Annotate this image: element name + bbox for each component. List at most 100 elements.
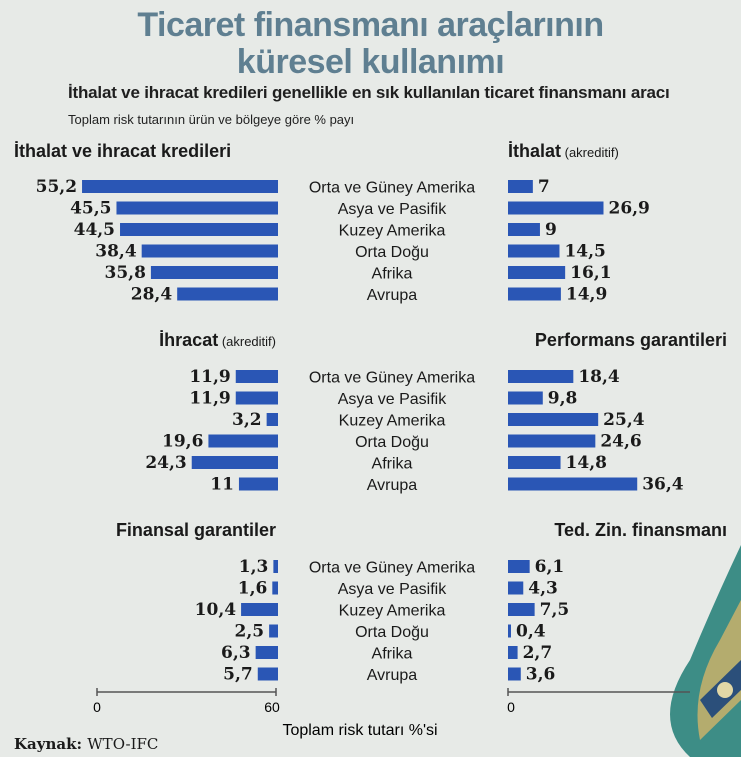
panel-1-bar bbox=[120, 223, 279, 236]
panel-3-value-label: 3,2 bbox=[232, 410, 262, 430]
panel-2-title: İthalat (akreditif) bbox=[508, 141, 619, 161]
panel-6-value-label: 4,3 bbox=[528, 579, 558, 599]
panel-3-bar bbox=[235, 391, 278, 405]
chart-title-line1: Ticaret finansmanı araçlarının bbox=[137, 6, 604, 44]
panel-5-value-label: 1,6 bbox=[238, 579, 268, 599]
axis-label: Toplam risk tutarı %'si bbox=[282, 722, 437, 739]
category-label: Kuzey Amerika bbox=[339, 603, 446, 620]
panel-6-value-label: 3,6 bbox=[526, 665, 556, 685]
panel-1-bar bbox=[177, 287, 278, 301]
panel-3-bar bbox=[238, 477, 278, 491]
source-line: Kaynak: WTO-IFC bbox=[14, 735, 158, 753]
panel-1-title: İthalat ve ihracat kredileri bbox=[14, 141, 231, 161]
category-label: Avrupa bbox=[367, 477, 418, 494]
category-label: Asya ve Pasifik bbox=[338, 201, 447, 218]
panel-6-bar bbox=[508, 603, 535, 616]
panel-1-value-label: 55,2 bbox=[36, 177, 77, 197]
chart-subtitle: İthalat ve ihracat kredileri genellikle … bbox=[68, 83, 670, 102]
category-label: Kuzey Amerika bbox=[339, 223, 446, 240]
panel-5-bar bbox=[272, 581, 278, 595]
axis-tick-left-zero: 0 bbox=[93, 699, 101, 715]
panel-4-bar bbox=[508, 413, 599, 426]
panel-4-value-label: 14,8 bbox=[566, 453, 607, 473]
panel-1-bar bbox=[116, 201, 278, 215]
panel-5-value-label: 6,3 bbox=[221, 643, 251, 663]
panel-6-bar bbox=[508, 624, 511, 638]
category-label: Orta Doğu bbox=[355, 244, 429, 261]
panel-1-bar bbox=[141, 244, 278, 258]
category-label: Avrupa bbox=[367, 667, 418, 684]
panel-5-title: Finansal garantiler bbox=[116, 520, 276, 540]
panel-3-bar bbox=[191, 456, 278, 469]
panel-4-bar bbox=[508, 391, 543, 405]
category-label: Orta ve Güney Amerika bbox=[309, 180, 475, 197]
panel-3-bar bbox=[235, 370, 278, 383]
panel-2-value-label: 14,9 bbox=[566, 285, 607, 305]
chart-note: Toplam risk tutarının ürün ve bölgeye gö… bbox=[68, 112, 355, 127]
panel-6-value-label: 0,4 bbox=[516, 622, 546, 642]
panel-4-bar bbox=[508, 477, 638, 491]
axis-tick-right-zero: 0 bbox=[507, 699, 515, 715]
panel-5-value-label: 5,7 bbox=[223, 665, 253, 685]
panel-1-bar bbox=[82, 180, 278, 193]
panel-3-bar bbox=[266, 413, 278, 426]
category-label: Afrika bbox=[372, 646, 413, 663]
panel-2-bar bbox=[508, 244, 560, 258]
panel-2-bar bbox=[508, 266, 566, 279]
panel-2-bar bbox=[508, 287, 561, 301]
category-label: Orta Doğu bbox=[355, 434, 429, 451]
category-label: Asya ve Pasifik bbox=[338, 581, 447, 598]
panel-3-value-label: 11,9 bbox=[189, 389, 230, 409]
panel-5-bar bbox=[273, 560, 278, 573]
category-label: Afrika bbox=[372, 456, 413, 473]
category-label: Orta Doğu bbox=[355, 624, 429, 641]
panel-3-value-label: 11 bbox=[210, 475, 234, 495]
source-value: WTO-IFC bbox=[87, 735, 159, 753]
panel-5-bar bbox=[269, 624, 278, 638]
category-label: Asya ve Pasifik bbox=[338, 391, 447, 408]
panel-6-value-label: 6,1 bbox=[535, 557, 565, 577]
panel-4-value-label: 36,4 bbox=[642, 475, 684, 495]
panel-3-bar bbox=[208, 434, 278, 448]
panel-6-bar bbox=[508, 646, 518, 659]
panel-6-bar bbox=[508, 581, 524, 595]
panel-3-title: İhracat (akreditif) bbox=[159, 330, 276, 350]
panel-4-bar bbox=[508, 434, 596, 448]
panel-2-bar bbox=[508, 201, 604, 215]
panel-5-bar bbox=[257, 667, 278, 681]
panel-4-value-label: 9,8 bbox=[548, 389, 578, 409]
source-label: Kaynak: bbox=[14, 735, 83, 753]
panel-3-value-label: 19,6 bbox=[162, 432, 203, 452]
axis-baselines bbox=[96, 688, 690, 696]
panel-6-value-label: 7,5 bbox=[540, 600, 570, 620]
axis-tick-left-sixty: 60 bbox=[264, 699, 280, 715]
panel-1-value-label: 45,5 bbox=[70, 199, 111, 219]
panel-2-value-label: 7 bbox=[538, 177, 550, 197]
panel-4-bar bbox=[508, 456, 561, 469]
panel-2-value-label: 26,9 bbox=[608, 199, 649, 219]
panel-6-bar bbox=[508, 560, 530, 573]
panel-3-title-suffix: (akreditif) bbox=[218, 334, 276, 349]
panel-6-title: Ted. Zin. finansmanı bbox=[554, 520, 727, 540]
panel-1-bar bbox=[150, 266, 278, 279]
category-label: Orta ve Güney Amerika bbox=[309, 560, 475, 577]
category-label: Afrika bbox=[372, 266, 413, 283]
panel-2-title-suffix: (akreditif) bbox=[561, 145, 619, 160]
panel-3-value-label: 11,9 bbox=[189, 367, 230, 387]
panel-5-value-label: 1,3 bbox=[239, 557, 269, 577]
category-label: Avrupa bbox=[367, 287, 418, 304]
panel-2-bar bbox=[508, 180, 533, 193]
category-label: Orta ve Güney Amerika bbox=[309, 370, 475, 387]
panel-2-value-label: 14,5 bbox=[564, 242, 605, 262]
chart-title-line2: küresel kullanımı bbox=[236, 43, 505, 81]
panel-4-value-label: 24,6 bbox=[600, 432, 641, 452]
panel-4-value-label: 18,4 bbox=[578, 367, 620, 387]
panel-6-bar bbox=[508, 667, 521, 681]
panel-2-value-label: 9 bbox=[545, 220, 557, 240]
decorative-photo-corner bbox=[670, 545, 741, 757]
panel-1-value-label: 35,8 bbox=[105, 263, 146, 283]
panel-5-bar bbox=[255, 646, 278, 659]
panel-2-value-label: 16,1 bbox=[570, 263, 611, 283]
category-label: Kuzey Amerika bbox=[339, 413, 446, 430]
